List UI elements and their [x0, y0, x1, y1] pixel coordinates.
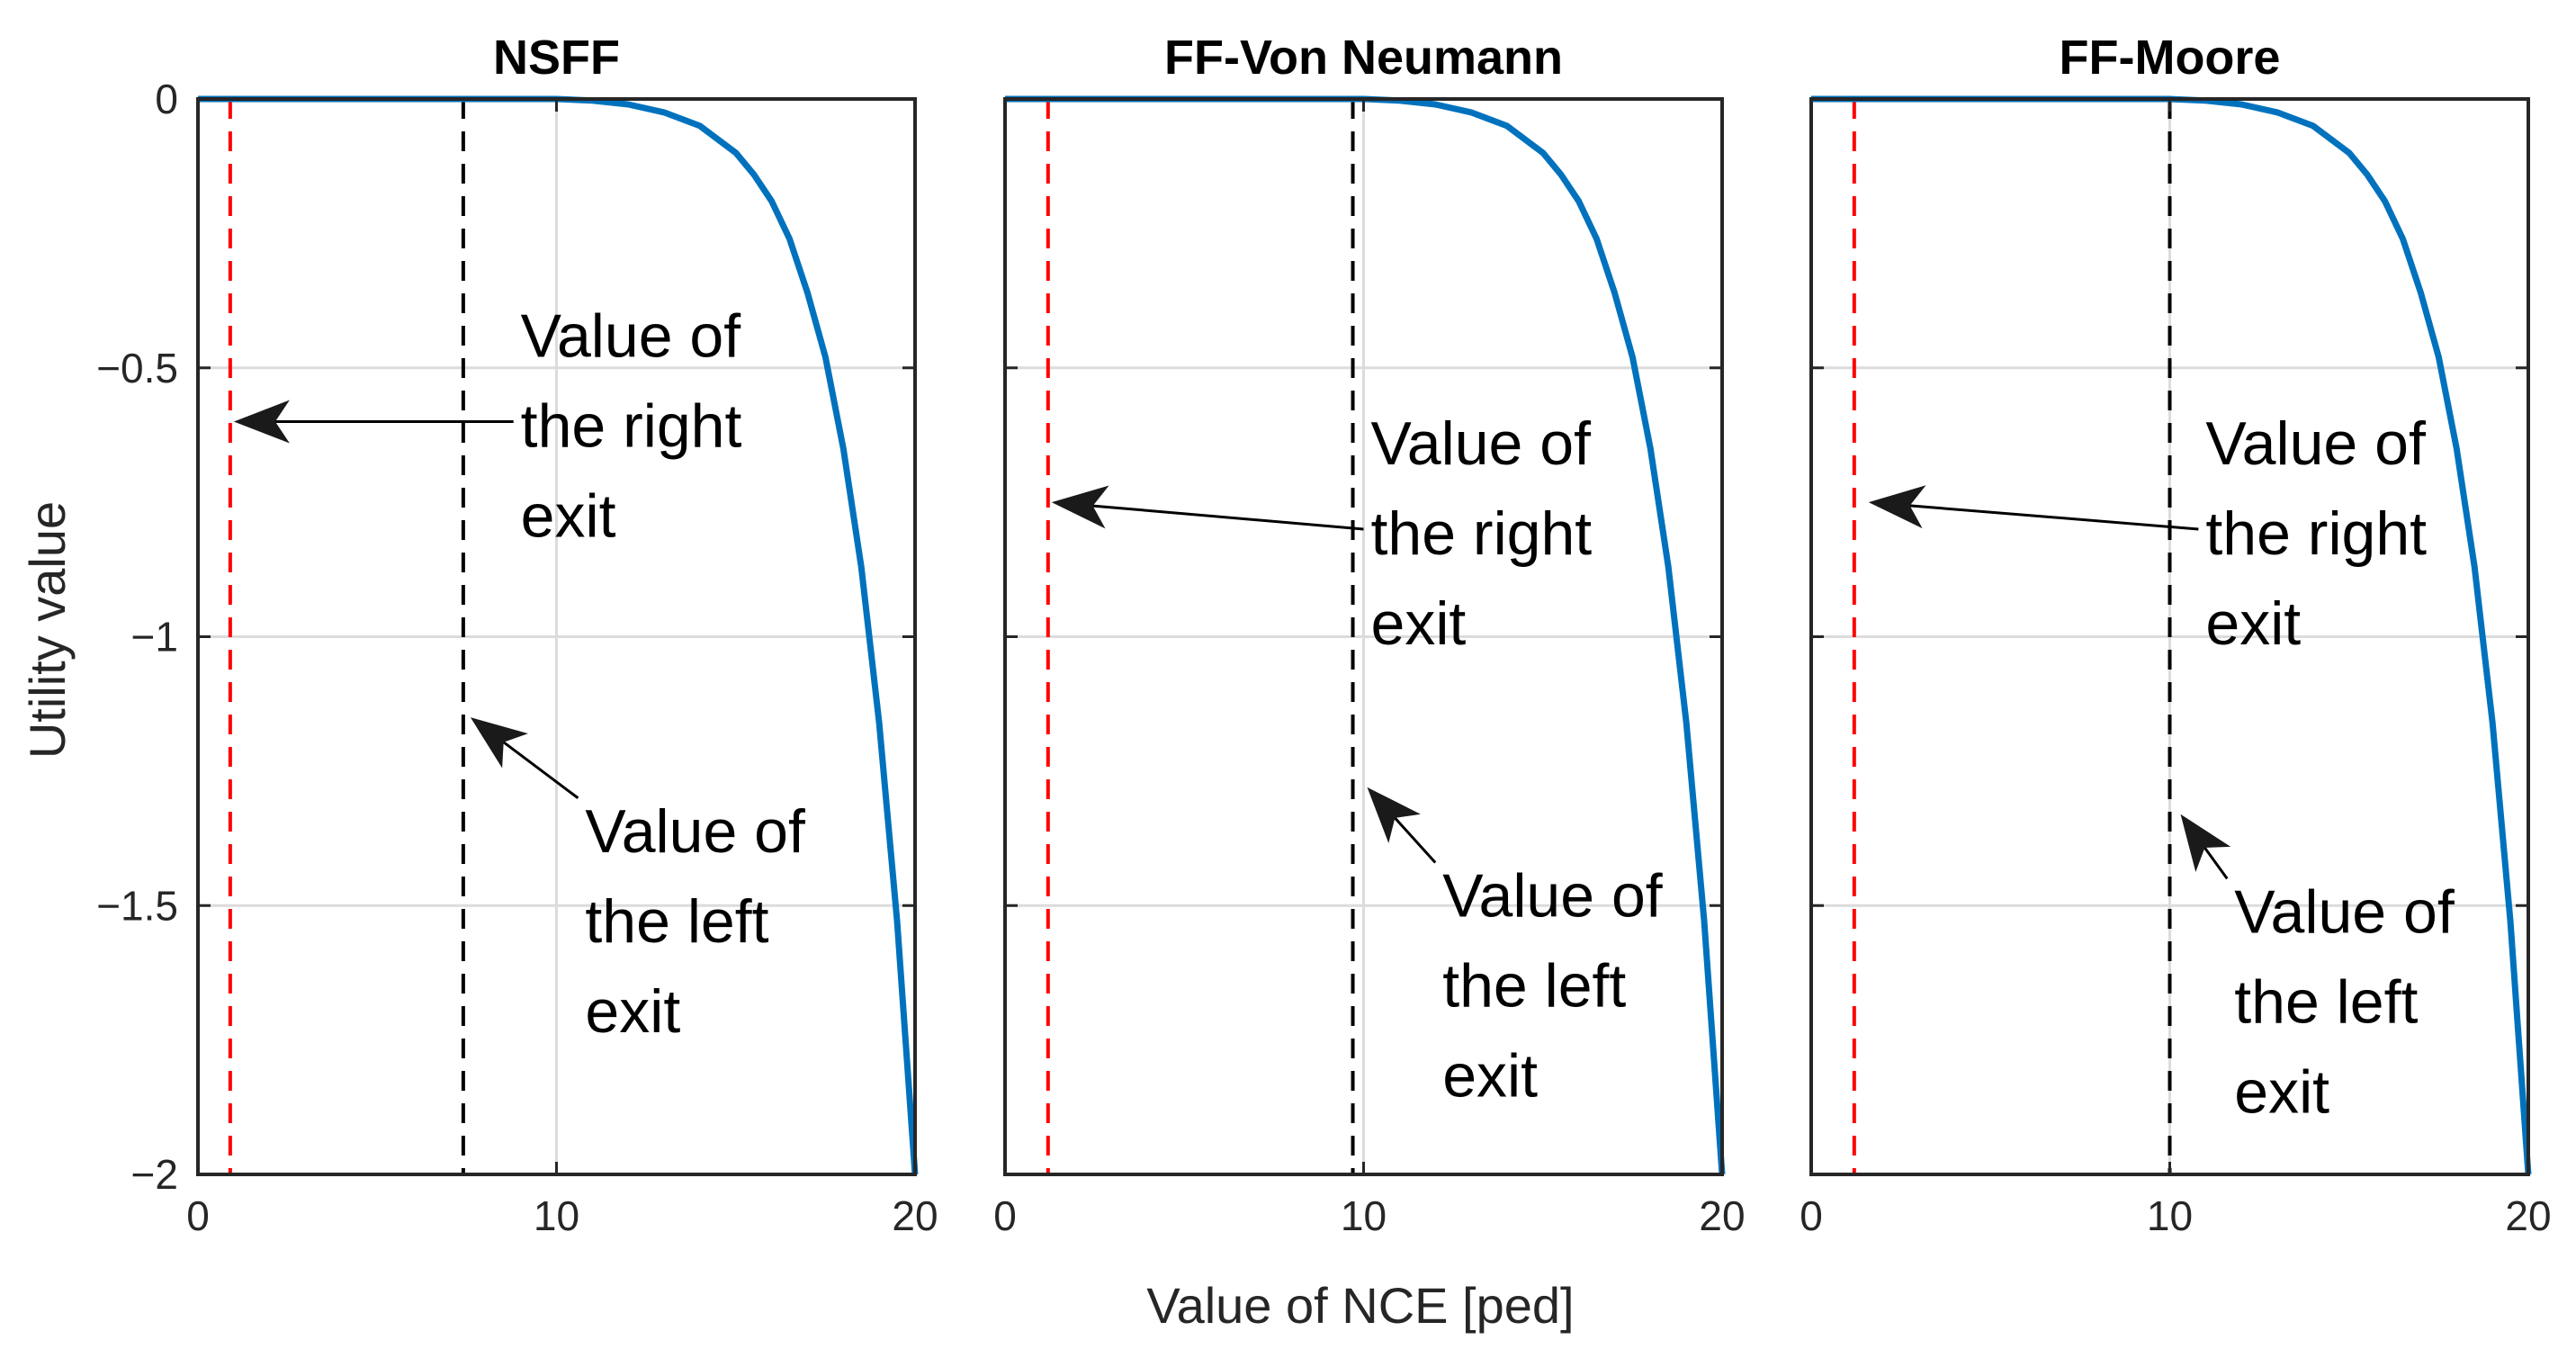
annotation-line: exit: [2234, 1057, 2329, 1126]
annotation-line: exit: [1442, 1041, 1538, 1110]
y-tick-label: −0.5: [96, 345, 178, 391]
annotation-line: Value of: [1442, 861, 1663, 930]
annotation-arrow-shaft: [1092, 504, 1364, 531]
annotation-line: the right: [521, 392, 742, 461]
x-tick-label: 0: [993, 1192, 1017, 1239]
annotation-arrow-shaft: [2204, 847, 2229, 880]
y-tick-label: −2: [131, 1151, 178, 1198]
annotation-line: the left: [585, 887, 768, 956]
annotation-line: the right: [2205, 499, 2427, 568]
annotation-line: the right: [1371, 499, 1593, 568]
y-tick-label: −1: [131, 614, 178, 661]
annotation-arrow-head: [470, 717, 528, 769]
annotation-line: exit: [585, 977, 680, 1046]
annotation-line: exit: [2205, 589, 2301, 658]
panel-title: NSFF: [493, 31, 620, 85]
y-axis-label: Utility value: [19, 501, 76, 759]
panel-1: 0 10 20 0 −0.5 −1 −1.5 −2 NSFF Value of the right e…: [96, 31, 938, 1239]
annotation-arrow-head: [1367, 787, 1421, 843]
annotation-line: Value of: [585, 797, 805, 866]
x-tick-label: 10: [2147, 1192, 2193, 1239]
x-tick-label: 10: [1341, 1192, 1387, 1239]
right-exit-annotation: Value of the right exit: [1371, 409, 1593, 658]
panels: 0 10 20 0 −0.5 −1 −1.5 −2 NSFF Value of the right e…: [96, 31, 2551, 1239]
annotation-arrow-head: [233, 400, 290, 444]
x-tick-label: 20: [1699, 1192, 1745, 1239]
x-tick-label: 0: [186, 1192, 210, 1239]
y-tick-label: 0: [155, 76, 178, 122]
annotation-arrow-shaft: [1909, 504, 2199, 531]
annotation-arrow-head: [1868, 485, 1926, 529]
annotation-line: exit: [521, 482, 616, 551]
x-tick-label: 10: [534, 1192, 579, 1239]
annotation-arrow-head: [2180, 814, 2231, 872]
left-exit-annotation: Value of the left exit: [585, 797, 805, 1046]
annotation-line: the left: [2234, 967, 2418, 1036]
annotation-line: Value of: [2205, 409, 2426, 478]
annotation-line: Value of: [2234, 877, 2455, 946]
panel-title: FF-Von Neumann: [1164, 31, 1563, 85]
y-tick-label: −1.5: [96, 882, 178, 929]
annotation-arrow-shaft: [502, 741, 579, 799]
annotation-line: Value of: [1371, 409, 1592, 478]
x-tick-label: 0: [1800, 1192, 1823, 1239]
x-tick-label: 20: [2505, 1192, 2551, 1239]
annotation-arrow-shaft: [1394, 816, 1437, 864]
left-exit-annotation: Value of the left exit: [2234, 877, 2455, 1126]
right-exit-annotation: Value of the right exit: [2205, 409, 2427, 658]
annotation-arrow-head: [1051, 485, 1109, 529]
x-axis-label: Value of NCE [ped]: [1146, 1277, 1574, 1334]
annotation-line: exit: [1371, 589, 1467, 658]
panel-2: 0 10 20 FF-Von Neumann Value of the right exit…: [993, 31, 1745, 1239]
right-exit-annotation: Value of the right exit: [521, 302, 742, 551]
annotation-line: the left: [1442, 951, 1626, 1020]
panel-title: FF-Moore: [2060, 31, 2281, 85]
x-tick-label: 20: [892, 1192, 938, 1239]
left-exit-annotation: Value of the left exit: [1442, 861, 1663, 1110]
annotation-line: Value of: [521, 302, 741, 371]
